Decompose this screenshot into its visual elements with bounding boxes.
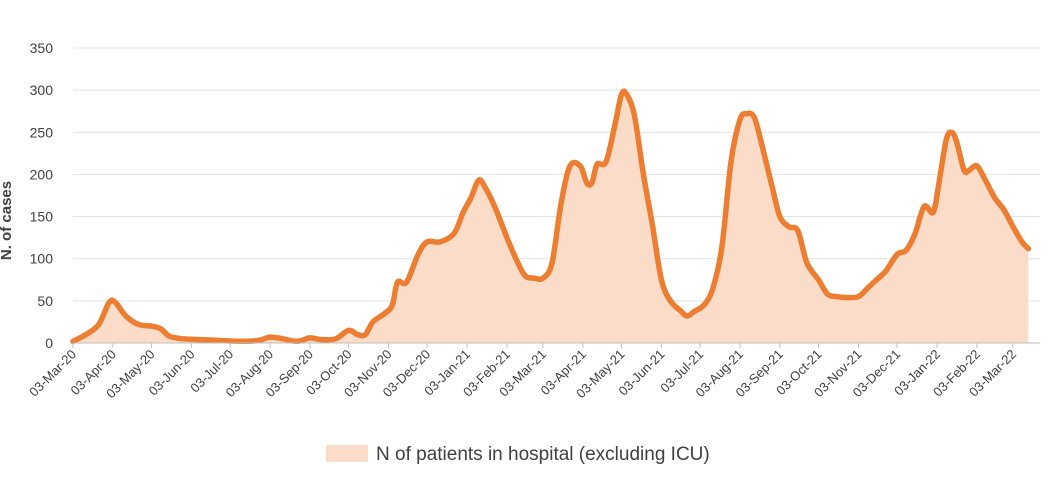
series-line-smoothed <box>70 88 1032 345</box>
series-area-hospital-patients <box>73 91 1029 344</box>
y-tick-label: 200 <box>30 166 54 182</box>
x-axis-ticks: 03-Mar-2003-Apr-2003-May-2003-Jun-2003-J… <box>26 343 1019 401</box>
legend-swatch <box>326 445 368 462</box>
y-tick-label: 0 <box>45 335 53 351</box>
y-tick-label: 50 <box>37 293 53 309</box>
legend-label: N of patients in hospital (excluding ICU… <box>376 444 710 465</box>
y-tick-label: 250 <box>30 124 54 140</box>
y-tick-label: 300 <box>30 82 54 98</box>
y-tick-label: 350 <box>30 40 54 56</box>
y-axis-title: N. of cases <box>0 181 15 260</box>
y-tick-label: 100 <box>30 251 54 267</box>
y-axis-ticks: 0 50 100 150 200 250 300 350 <box>30 40 54 351</box>
legend: N of patients in hospital (excluding ICU… <box>326 444 710 465</box>
y-tick-label: 150 <box>30 209 54 225</box>
